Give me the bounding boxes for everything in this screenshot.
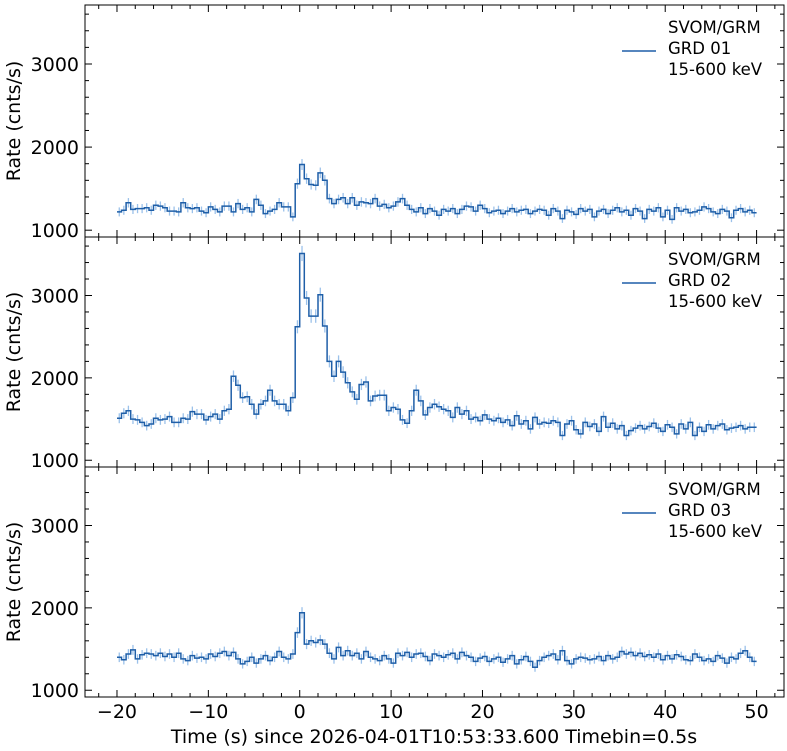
panel-1: 1000 2000 3000 Rate (cnts/s) SVOM/GRM GRD 01 1… [3,4,785,242]
y-tick-label: 2000 [31,137,79,159]
y-tick-label: 3000 [31,515,79,537]
y-tick-label: 3000 [31,54,79,76]
y-tick-label: 1000 [31,220,79,242]
legend-text: GRD 01 [668,39,731,58]
x-tick-label: 20 [470,701,494,723]
x-axis-label: Time (s) since 2026-04-01T10:53:33.600 T… [170,726,697,748]
legend-text: 15-600 keV [668,60,763,79]
legend-text: SVOM/GRM [668,480,761,499]
legend-text: SVOM/GRM [668,18,761,37]
legend-text: 15-600 keV [668,522,763,541]
plot-frame [84,466,785,698]
x-tick-label: 0 [294,701,306,723]
rate-step-line [117,612,757,668]
legend: SVOM/GRM GRD 03 15-600 keV [622,480,763,541]
legend-text: 15-600 keV [668,292,763,311]
y-tick-label: 2000 [31,368,79,390]
panel-3: 1000 2000 3000 Rate (cnts/s) SVOM/GRM GRD 03 1… [3,466,785,702]
x-tick-label: 30 [562,701,586,723]
y-axis-label: Rate (cnts/s) [3,522,25,643]
y-axis-label: Rate (cnts/s) [3,61,25,182]
rate-step-line [117,252,757,437]
y-tick-label: 1000 [31,450,79,472]
panel-2: 1000 2000 3000 Rate (cnts/s) SVOM/GRM GRD 02 1… [3,236,785,472]
y-tick-label: 3000 [31,285,79,307]
legend-text: GRD 03 [668,501,731,520]
x-tick-label: 50 [744,701,768,723]
legend-text: GRD 02 [668,271,731,290]
y-axis-label: Rate (cnts/s) [3,292,25,413]
y-tick-label: 1000 [31,680,79,702]
x-tick-label: −20 [97,701,137,723]
x-tick-label: 40 [653,701,677,723]
y-tick-label: 2000 [31,598,79,620]
x-tick-label: −10 [188,701,228,723]
legend: SVOM/GRM GRD 02 15-600 keV [622,250,763,311]
legend-text: SVOM/GRM [668,250,761,269]
x-tick-label: 10 [379,701,403,723]
legend: SVOM/GRM GRD 01 15-600 keV [622,18,763,79]
rate-step-line [117,163,757,221]
